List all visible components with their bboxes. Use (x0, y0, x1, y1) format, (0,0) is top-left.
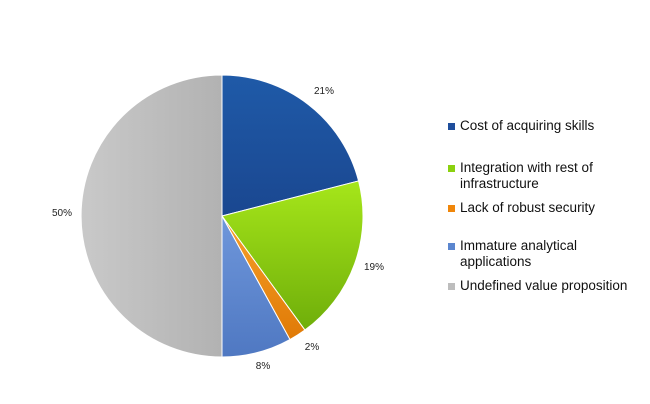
legend-label-line: applications (460, 254, 532, 269)
data-label-5: 50% (52, 208, 72, 219)
data-label-1: 21% (314, 86, 334, 97)
legend-label-line: infrastructure (460, 176, 539, 191)
data-label-2: 19% (364, 262, 384, 273)
legend-swatch (448, 205, 455, 212)
legend-label-line: Cost of acquiring skills (460, 118, 595, 133)
legend-item-1: Cost of acquiring skills (448, 118, 594, 134)
pie-slice-2 (221, 180, 364, 331)
pie-slice-5 (80, 74, 223, 358)
legend-swatch (448, 283, 455, 290)
legend-item-4: Immature analytical applications (448, 238, 577, 270)
legend-label-line: Integration with rest of (460, 160, 593, 175)
pie-slice-1 (221, 74, 360, 217)
legend-swatch (448, 123, 455, 130)
data-label-4: 8% (256, 361, 271, 372)
legend-label: Integration with rest of infrastructure (460, 160, 593, 192)
legend-label: Lack of robust security (460, 200, 595, 216)
legend-label-line: Immature analytical (460, 238, 578, 253)
legend-swatch (448, 243, 455, 250)
data-label-3: 2% (305, 342, 320, 353)
legend-item-5: Undefined value proposition (448, 278, 627, 294)
legend-label-line: Undefined value proposition (460, 278, 628, 293)
legend-label: Undefined value proposition (460, 278, 627, 294)
legend-label-line: Lack of robust security (460, 200, 596, 215)
legend-swatch (448, 165, 455, 172)
legend-label: Cost of acquiring skills (460, 118, 594, 134)
legend-item-3: Lack of robust security (448, 200, 595, 216)
legend-item-2: Integration with rest of infrastructure (448, 160, 593, 192)
legend-label: Immature analytical applications (460, 238, 577, 270)
